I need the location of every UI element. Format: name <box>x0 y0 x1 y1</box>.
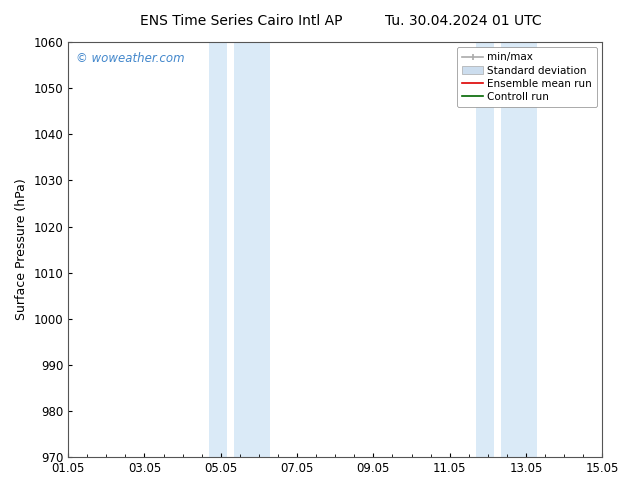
Text: © woweather.com: © woweather.com <box>76 52 184 66</box>
Bar <box>476 42 494 457</box>
Bar <box>501 42 538 457</box>
Text: Tu. 30.04.2024 01 UTC: Tu. 30.04.2024 01 UTC <box>384 14 541 28</box>
Legend: min/max, Standard deviation, Ensemble mean run, Controll run: min/max, Standard deviation, Ensemble me… <box>457 47 597 107</box>
Bar <box>209 42 226 457</box>
Y-axis label: Surface Pressure (hPa): Surface Pressure (hPa) <box>15 179 28 320</box>
Text: ENS Time Series Cairo Intl AP: ENS Time Series Cairo Intl AP <box>139 14 342 28</box>
Bar <box>234 42 270 457</box>
